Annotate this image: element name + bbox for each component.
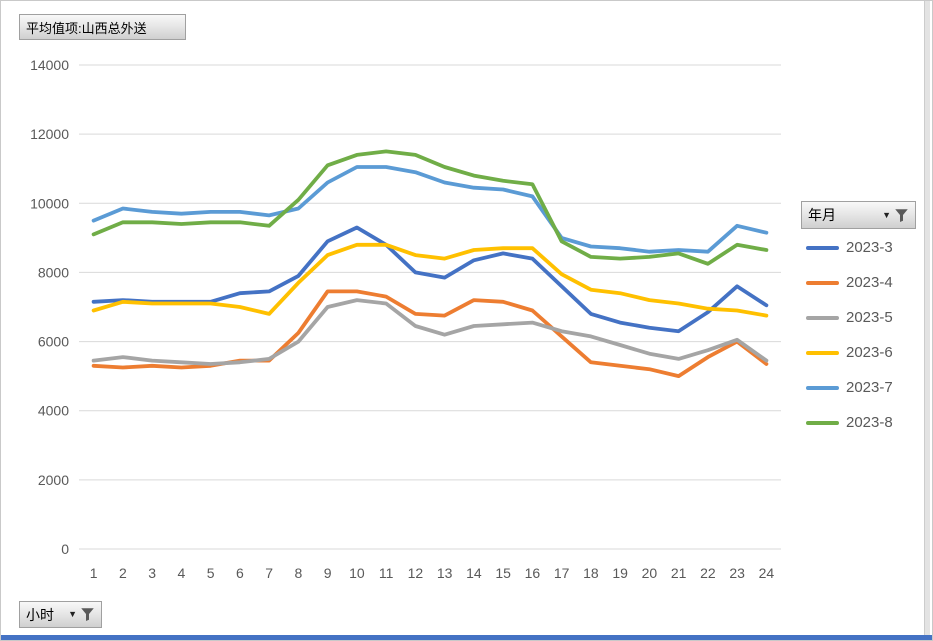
x-axis-tick-label: 6 [236, 565, 244, 581]
y-axis-tick-label: 2000 [38, 472, 69, 488]
x-axis-tick-label: 20 [642, 565, 658, 581]
legend-field-button[interactable]: 年月 ▼ [801, 201, 916, 229]
y-axis-tick-label: 0 [61, 541, 69, 557]
legend-label: 2023-6 [846, 344, 893, 361]
x-axis-tick-label: 3 [148, 565, 156, 581]
legend-item-2023-7[interactable]: 2023-7 [806, 370, 931, 405]
legend-field-label: 年月 [808, 207, 836, 223]
dropdown-arrow-icon: ▼ [68, 609, 77, 619]
x-axis-tick-label: 19 [612, 565, 628, 581]
legend-swatch [806, 420, 839, 425]
x-axis-tick-label: 11 [379, 565, 394, 581]
y-axis-tick-label: 12000 [30, 126, 69, 142]
x-axis-tick-label: 17 [554, 565, 570, 581]
x-axis-tick-label: 8 [294, 565, 302, 581]
value-field-button[interactable]: 平均值项:山西总外送 [19, 14, 186, 40]
series-line-2023-6[interactable] [91, 242, 769, 318]
y-axis-tick-label: 6000 [38, 334, 69, 350]
x-axis-tick-label: 16 [525, 565, 541, 581]
y-axis-tick-label: 8000 [38, 264, 69, 280]
legend-item-2023-8[interactable]: 2023-8 [806, 405, 931, 440]
x-axis-tick-label: 18 [583, 565, 599, 581]
series-line-2023-4[interactable] [91, 289, 769, 379]
right-edge-band [924, 1, 930, 637]
legend-item-2023-4[interactable]: 2023-4 [806, 265, 931, 300]
legend-swatch [806, 385, 839, 390]
value-field-label: 平均值项:山西总外送 [26, 20, 147, 36]
x-axis-tick-label: 5 [207, 565, 215, 581]
axis-field-button[interactable]: 小时 ▼ [19, 601, 102, 628]
x-axis-tick-label: 21 [671, 565, 687, 581]
legend-label: 2023-8 [846, 414, 893, 431]
x-axis-tick-label: 14 [466, 565, 482, 581]
x-axis-tick-label: 22 [700, 565, 716, 581]
legend-swatch [806, 245, 839, 250]
dropdown-arrow-icon: ▼ [882, 209, 891, 220]
legend-swatch [806, 350, 839, 355]
x-axis-tick-label: 13 [437, 565, 453, 581]
series-line-2023-7[interactable] [91, 165, 769, 254]
series-line-2023-5[interactable] [91, 298, 769, 366]
y-axis-tick-label: 14000 [30, 57, 69, 73]
x-axis-tick-label: 24 [759, 565, 775, 581]
x-axis-tick-label: 9 [324, 565, 332, 581]
x-axis-tick-label: 12 [408, 565, 424, 581]
filter-funnel-icon [81, 608, 94, 621]
x-axis-tick-label: 23 [729, 565, 745, 581]
x-axis-tick-label: 15 [495, 565, 511, 581]
legend-label: 2023-4 [846, 274, 893, 291]
bottom-accent-bar [1, 635, 932, 640]
legend-label: 2023-5 [846, 309, 893, 326]
legend-label: 2023-7 [846, 379, 893, 396]
y-axis-tick-label: 10000 [30, 195, 69, 211]
legend-item-2023-6[interactable]: 2023-6 [806, 335, 931, 370]
legend-swatch [806, 280, 839, 285]
series-line-2023-8[interactable] [91, 149, 769, 266]
x-axis-tick-label: 4 [177, 565, 185, 581]
legend-item-2023-3[interactable]: 2023-3 [806, 230, 931, 265]
x-axis-tick-label: 1 [90, 565, 98, 581]
legend: 2023-3 2023-4 2023-5 2023-6 2023-7 2023-8 [806, 230, 931, 440]
y-axis-tick-label: 4000 [38, 403, 69, 419]
legend-item-2023-5[interactable]: 2023-5 [806, 300, 931, 335]
filter-funnel-icon [895, 208, 908, 222]
x-axis-tick-label: 10 [349, 565, 365, 581]
legend-swatch [806, 315, 839, 320]
legend-label: 2023-3 [846, 239, 893, 256]
axis-field-label: 小时 [26, 606, 54, 623]
x-axis-tick-label: 2 [119, 565, 127, 581]
x-axis-tick-label: 7 [265, 565, 273, 581]
